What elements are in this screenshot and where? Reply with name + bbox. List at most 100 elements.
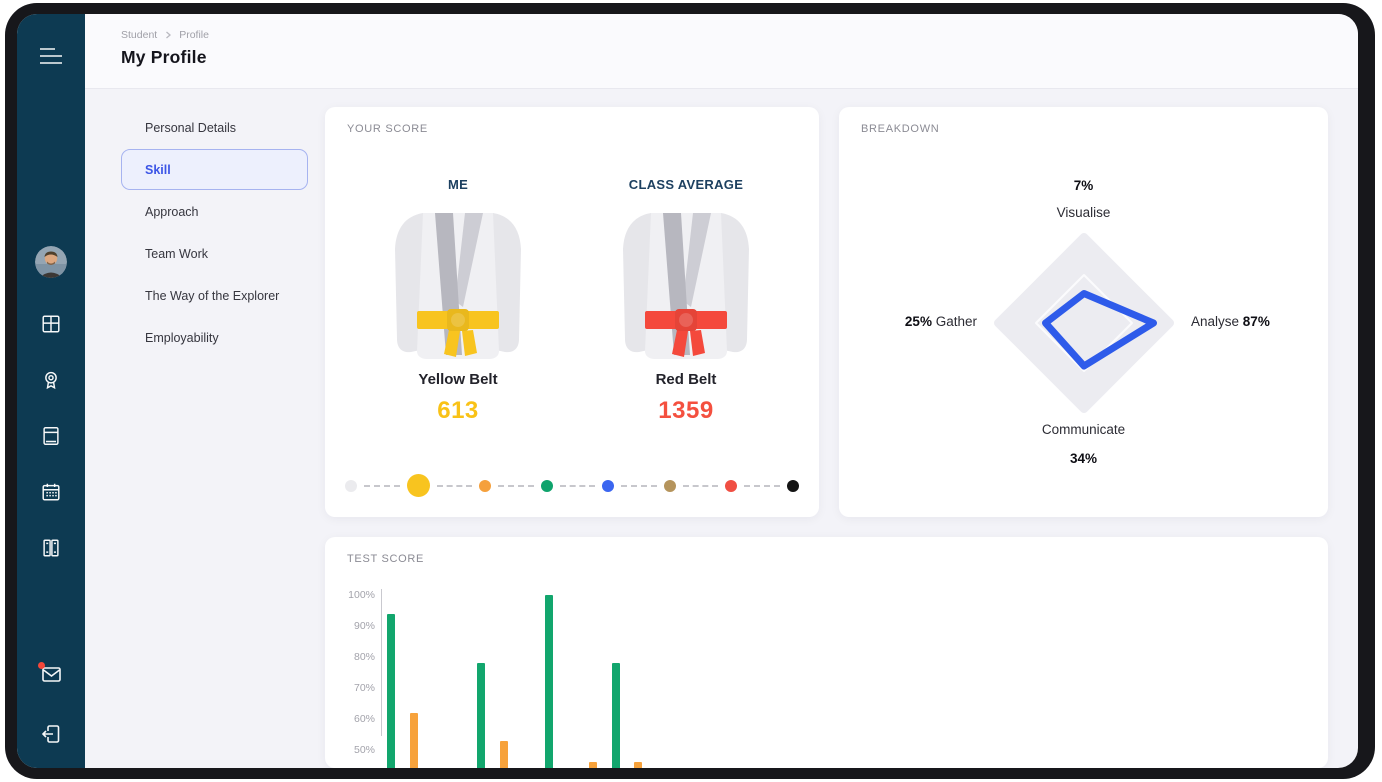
app-window: Student Profile My Profile Personal Deta… xyxy=(17,14,1358,768)
bar-average xyxy=(589,762,597,768)
dashboard-grid-icon xyxy=(42,315,60,333)
cards-area: YOUR SCORE ME Yellow Belt 613 CLASS AVER… xyxy=(325,107,1328,768)
belt-progress-dash xyxy=(621,484,657,487)
score-value: 1359 xyxy=(658,397,714,424)
sidebar-item-calendar[interactable] xyxy=(33,474,69,510)
content-area: Student Profile My Profile Personal Deta… xyxy=(85,14,1358,768)
sidebar-item-personal-details[interactable]: Personal Details xyxy=(121,107,308,148)
sidebar-item-approach[interactable]: Approach xyxy=(121,191,308,232)
belt-dot-red-belt xyxy=(725,479,738,492)
card-title: YOUR SCORE xyxy=(347,123,428,135)
belt-dot-yellow-belt xyxy=(406,474,430,497)
notification-dot xyxy=(38,662,45,669)
breakdown-bottom-label: Communicate xyxy=(1041,422,1126,437)
menu-button[interactable] xyxy=(33,38,69,74)
bar-average xyxy=(410,712,418,768)
logout-button[interactable] xyxy=(33,716,69,752)
score-value: 613 xyxy=(437,397,479,424)
karate-gi-red-belt xyxy=(611,205,761,365)
breakdown-left-label: Gather xyxy=(935,314,977,329)
nav-item-label: Approach xyxy=(145,204,199,219)
sidebar-item-team-work[interactable]: Team Work xyxy=(121,233,308,274)
page-title: My Profile xyxy=(121,47,207,67)
belt-dot-black-belt xyxy=(787,479,800,492)
score-column-class-average: CLASS AVERAGE Red Belt 1359 xyxy=(596,177,776,423)
y-axis-tick: 80% xyxy=(353,651,375,663)
bar-score xyxy=(545,595,553,768)
sidebar-item-achievements[interactable] xyxy=(33,362,69,398)
sidebar-item-employability[interactable]: Employability xyxy=(121,317,308,358)
sidebar-item-courses[interactable] xyxy=(33,418,69,454)
belt-dot-brown-belt xyxy=(663,479,676,492)
bar-score xyxy=(387,613,395,768)
column-heading: ME xyxy=(447,177,469,192)
belt-progress-dash xyxy=(364,484,400,487)
column-heading: CLASS AVERAGE xyxy=(628,177,744,192)
breakdown-card: BREAKDOWN 7% Visualise 25% Gather Analys… xyxy=(839,107,1328,517)
avatar-photo xyxy=(35,246,67,278)
breakdown-top-value: 7% xyxy=(1073,178,1094,193)
y-axis-tick: 50% xyxy=(353,744,375,756)
calendar-icon xyxy=(42,483,60,501)
test-score-card: TEST SCORE 100% 90% 80% 70% 60% 50% xyxy=(325,537,1328,768)
chevron-right-icon xyxy=(166,31,172,39)
breadcrumb-student[interactable]: Student xyxy=(121,29,158,41)
avatar[interactable] xyxy=(35,246,67,278)
your-score-card: YOUR SCORE ME Yellow Belt 613 CLASS AVER… xyxy=(325,107,819,517)
sidebar xyxy=(17,14,85,768)
bar-average xyxy=(500,740,508,768)
belt-dot-white-belt xyxy=(345,479,357,492)
radar-chart xyxy=(993,233,1174,413)
breakdown-right-value: 87% xyxy=(1242,314,1270,329)
card-title: TEST SCORE xyxy=(347,553,425,565)
breadcrumb: Student Profile xyxy=(121,29,1358,41)
nav-item-label: Employability xyxy=(145,330,219,345)
sidebar-item-library[interactable] xyxy=(33,530,69,566)
y-axis-line xyxy=(381,589,382,736)
y-axis-tick: 70% xyxy=(353,682,375,694)
sidebar-item-the-way-of-the-explorer[interactable]: The Way of the Explorer xyxy=(121,275,308,316)
belt-progress-dash xyxy=(436,484,473,487)
belt-progress-dash xyxy=(559,484,596,487)
main-area: Personal Details Skill Approach Team Wor… xyxy=(85,89,1358,768)
breadcrumb-profile[interactable]: Profile xyxy=(179,29,209,41)
nav-item-label: Team Work xyxy=(145,246,208,261)
award-badge-icon xyxy=(45,371,57,390)
belt-progress-dash xyxy=(498,484,534,487)
nav-item-label: Skill xyxy=(145,162,171,177)
library-books-icon xyxy=(43,539,59,557)
belt-progress-dash xyxy=(744,484,781,487)
card-title: BREAKDOWN xyxy=(861,123,940,135)
sidebar-item-skill[interactable]: Skill xyxy=(121,149,308,190)
score-column-me: ME Yellow Belt 613 xyxy=(368,177,548,423)
radar-data-polygon xyxy=(1041,290,1157,370)
mail-icon xyxy=(42,667,61,682)
bar-score xyxy=(477,663,485,768)
breakdown-right: Analyse 87% xyxy=(1191,313,1329,331)
belt-dot-blue-belt xyxy=(602,479,615,492)
y-axis-tick: 60% xyxy=(353,713,375,725)
book-icon xyxy=(43,427,59,445)
sidebar-item-dashboard[interactable] xyxy=(33,306,69,342)
logout-icon xyxy=(41,725,60,743)
belt-name: Red Belt xyxy=(655,371,717,388)
messages-button[interactable] xyxy=(33,656,69,692)
belt-dot-orange-belt xyxy=(479,479,492,492)
bar-average xyxy=(634,762,642,768)
breakdown-bottom-value: 34% xyxy=(1069,451,1098,466)
nav-item-label: Personal Details xyxy=(145,120,237,135)
belt-progression xyxy=(345,474,800,497)
y-axis-tick: 90% xyxy=(353,620,375,632)
breakdown-left: 25% Gather xyxy=(839,313,977,331)
belt-progress-dash xyxy=(682,484,719,487)
page-header: Student Profile My Profile xyxy=(85,14,1358,89)
breakdown-right-label: Analyse xyxy=(1191,314,1240,329)
karate-gi-yellow-belt xyxy=(383,205,533,365)
nav-item-label: The Way of the Explorer xyxy=(145,288,280,303)
profile-subnav: Personal Details Skill Approach Team Wor… xyxy=(121,107,325,768)
bar-score xyxy=(612,663,620,768)
belt-dot-green-belt xyxy=(540,479,553,492)
breakdown-left-value: 25% xyxy=(904,314,932,329)
belt-name: Yellow Belt xyxy=(418,371,498,388)
y-axis-tick: 100% xyxy=(348,589,375,601)
